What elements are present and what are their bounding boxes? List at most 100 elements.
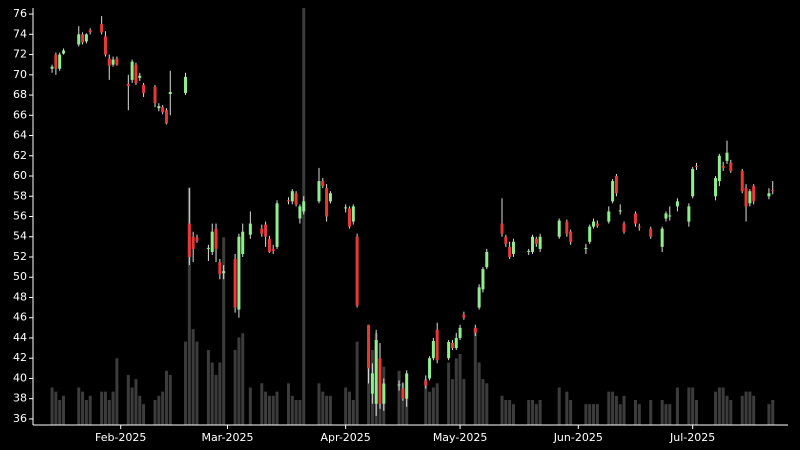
volume-bar bbox=[725, 395, 729, 425]
candle-body bbox=[164, 110, 168, 124]
x-tick-label: Mar-2025 bbox=[201, 431, 253, 444]
volume-bar bbox=[588, 404, 592, 425]
volume-bar bbox=[557, 387, 561, 425]
candle-body bbox=[62, 50, 66, 54]
candle-body bbox=[222, 271, 226, 274]
volume-bar bbox=[161, 391, 165, 425]
y-tick-label: 66 bbox=[13, 108, 27, 121]
y-tick-label: 56 bbox=[13, 210, 27, 223]
volume-bar bbox=[428, 391, 432, 425]
candle-body bbox=[637, 226, 641, 228]
volume-bar bbox=[767, 404, 771, 425]
candle-body bbox=[565, 221, 569, 234]
volume-bar bbox=[447, 362, 451, 425]
candle-body bbox=[668, 215, 672, 217]
candle-body bbox=[527, 250, 531, 252]
volume-bar bbox=[62, 395, 66, 425]
candle-body bbox=[290, 191, 294, 202]
candle-body bbox=[717, 155, 721, 182]
volume-bar bbox=[351, 399, 355, 425]
candle-body bbox=[374, 339, 378, 404]
candle-body bbox=[294, 193, 298, 205]
volume-bar bbox=[729, 399, 733, 425]
volume-bar bbox=[435, 383, 439, 425]
candle-body bbox=[401, 388, 405, 399]
candle-body bbox=[81, 34, 85, 43]
candle-body bbox=[317, 181, 321, 202]
candle-body bbox=[84, 34, 88, 42]
volume-bar bbox=[622, 395, 626, 425]
volume-bar bbox=[431, 387, 435, 425]
y-tick-label: 72 bbox=[13, 48, 27, 61]
y-tick-label: 38 bbox=[13, 392, 27, 405]
volume-bar bbox=[210, 362, 214, 425]
volume-bar bbox=[481, 379, 485, 425]
candle-body bbox=[115, 58, 119, 65]
y-tick-label: 60 bbox=[13, 169, 27, 182]
volume-bar bbox=[294, 399, 298, 425]
volume-bar bbox=[367, 349, 371, 425]
candle-body bbox=[111, 59, 115, 65]
x-tick-label: Feb-2025 bbox=[95, 431, 146, 444]
candle-body bbox=[729, 162, 733, 171]
candle-body bbox=[748, 191, 752, 204]
volume-bar bbox=[157, 395, 161, 425]
volume-bar bbox=[694, 399, 698, 425]
y-tick-label: 44 bbox=[13, 331, 27, 344]
candle-body bbox=[633, 213, 637, 224]
candle-body bbox=[691, 168, 695, 197]
volume-bar bbox=[748, 391, 752, 425]
volume-bar bbox=[191, 329, 195, 425]
candle-body bbox=[431, 340, 435, 359]
candle-body bbox=[660, 228, 664, 247]
candle-body bbox=[248, 223, 252, 235]
y-tick-label: 48 bbox=[13, 290, 27, 303]
candle-body bbox=[138, 75, 142, 78]
candle-body bbox=[153, 86, 157, 104]
volume-bar bbox=[134, 379, 138, 425]
volume-bar bbox=[271, 395, 275, 425]
candle-body bbox=[233, 259, 237, 308]
candle-body bbox=[592, 221, 596, 227]
volume-bar bbox=[260, 383, 264, 425]
candle-body bbox=[447, 342, 451, 359]
candle-body bbox=[191, 236, 195, 249]
volume-bar bbox=[538, 399, 542, 425]
volume-bar bbox=[534, 404, 538, 425]
candle-body bbox=[538, 236, 542, 249]
candle-body bbox=[214, 228, 218, 249]
volume-bar bbox=[721, 387, 725, 425]
candle-body bbox=[260, 228, 264, 234]
volume-bar bbox=[401, 383, 405, 425]
volume-bar bbox=[450, 379, 454, 425]
candle-body bbox=[675, 201, 679, 207]
y-tick-label: 42 bbox=[13, 351, 27, 364]
volume-bar bbox=[344, 387, 348, 425]
candle-body bbox=[721, 165, 725, 168]
volume-bar bbox=[298, 399, 302, 425]
volume-bar bbox=[569, 399, 573, 425]
volume-bar bbox=[675, 387, 679, 425]
y-tick-label: 70 bbox=[13, 68, 27, 81]
candle-body bbox=[531, 236, 535, 252]
volume-bar bbox=[397, 370, 401, 425]
volume-bar bbox=[130, 387, 134, 425]
volume-bar bbox=[138, 395, 142, 425]
volume-bar bbox=[458, 354, 462, 425]
volume-bar bbox=[477, 362, 481, 425]
candle-body bbox=[382, 383, 386, 404]
volume-bar bbox=[58, 399, 62, 425]
volume-bar bbox=[485, 383, 489, 425]
volume-bar bbox=[531, 399, 535, 425]
y-tick-label: 50 bbox=[13, 270, 27, 283]
candle-body bbox=[740, 170, 744, 192]
candle-body bbox=[88, 30, 92, 33]
volume-bar bbox=[633, 399, 637, 425]
candle-body bbox=[435, 329, 439, 361]
candle-body bbox=[500, 223, 504, 234]
candle-body bbox=[378, 358, 382, 404]
volume-bar bbox=[771, 399, 775, 425]
candle-body bbox=[187, 223, 191, 257]
volume-bar bbox=[355, 341, 359, 425]
